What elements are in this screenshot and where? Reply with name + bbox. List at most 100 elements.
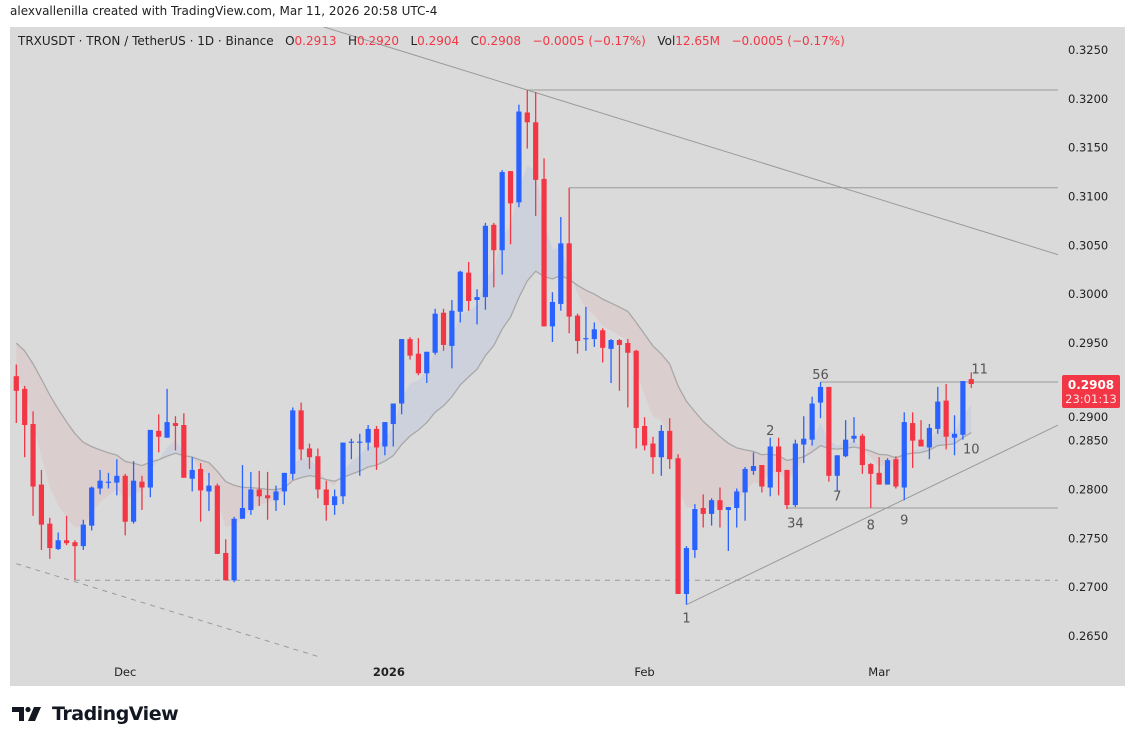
candle-body bbox=[776, 446, 782, 472]
candle bbox=[164, 388, 170, 438]
candle bbox=[474, 289, 480, 325]
chart-pane[interactable] bbox=[10, 27, 1125, 686]
candle bbox=[491, 222, 497, 288]
ma-ribbon-fill bbox=[594, 294, 603, 327]
candle bbox=[147, 429, 153, 498]
ma-ribbon-fill bbox=[694, 411, 704, 510]
candle-body bbox=[340, 442, 346, 497]
price-axis[interactable]: 0.3250 0.3200 0.3150 0.3100 0.3050 0.3000 0.29… bbox=[1068, 43, 1108, 643]
candle bbox=[499, 170, 505, 275]
candle bbox=[357, 433, 363, 476]
candle bbox=[373, 425, 380, 470]
candle-body bbox=[399, 339, 405, 404]
candle-body bbox=[239, 508, 246, 519]
candle-body bbox=[943, 400, 949, 437]
candle-body bbox=[449, 310, 455, 346]
candle bbox=[424, 351, 430, 384]
candle-body bbox=[139, 481, 145, 488]
last-price-badge: 0.2908 23:01:13 bbox=[1062, 375, 1120, 408]
candle-body bbox=[826, 386, 832, 476]
candle bbox=[935, 386, 941, 434]
vol-change-value: −0.0005 (−0.17%) bbox=[731, 34, 845, 48]
ma-ribbon-fill bbox=[359, 446, 369, 472]
ma-ribbon-fill bbox=[410, 380, 419, 437]
candle bbox=[466, 261, 472, 311]
candle bbox=[859, 433, 865, 474]
low-label: L bbox=[410, 34, 418, 48]
candle-body bbox=[641, 425, 648, 446]
candle bbox=[633, 349, 639, 449]
candle-body bbox=[549, 301, 556, 327]
candle-body bbox=[859, 435, 865, 466]
candle-body bbox=[809, 403, 815, 440]
candle bbox=[876, 457, 882, 485]
time-tick-label: Dec bbox=[114, 665, 136, 679]
ma-ribbon-fill bbox=[477, 279, 486, 370]
vol-label: Vol bbox=[657, 34, 676, 48]
candle bbox=[63, 515, 70, 546]
tradingview-logo[interactable]: TradingView bbox=[12, 703, 179, 725]
candle-body bbox=[55, 540, 61, 550]
candles-layer bbox=[13, 90, 974, 605]
candle bbox=[918, 420, 924, 447]
wave-label: 8 bbox=[867, 519, 875, 534]
candle-body bbox=[172, 423, 179, 426]
ma-ribbon-fill bbox=[66, 421, 75, 528]
candle-body bbox=[893, 459, 899, 487]
ma-ribbon-fill bbox=[33, 363, 42, 458]
candle-body bbox=[231, 518, 237, 581]
candle-body bbox=[156, 430, 162, 437]
high-label: H bbox=[348, 34, 358, 48]
candle-body bbox=[633, 350, 639, 428]
ma-ribbon-fill bbox=[384, 426, 394, 462]
wave-label: 2 bbox=[766, 424, 774, 439]
price-tick-label: 0.2700 bbox=[1068, 580, 1108, 594]
candle bbox=[382, 422, 388, 456]
candle-body bbox=[675, 458, 681, 594]
candle-body bbox=[817, 386, 824, 403]
ma-ribbon-fill bbox=[351, 454, 360, 475]
candle bbox=[650, 436, 656, 474]
symbol-title[interactable]: TRXUSDT · TRON / TetherUS · 1D · Binance bbox=[18, 34, 274, 48]
candle-body bbox=[273, 491, 279, 501]
high-value: 0.2920 bbox=[357, 34, 400, 48]
candle bbox=[641, 417, 648, 451]
candle-body bbox=[97, 480, 103, 489]
ma-ribbon-fill bbox=[217, 471, 226, 528]
candle-body bbox=[265, 495, 271, 499]
ma-ribbon-fill bbox=[602, 299, 612, 331]
candle bbox=[926, 424, 932, 460]
candle-body bbox=[725, 507, 731, 510]
time-axis[interactable]: Dec 2026 Feb Mar bbox=[114, 665, 890, 679]
price-tick-label: 0.2900 bbox=[1068, 410, 1108, 424]
candle bbox=[943, 383, 949, 450]
candle bbox=[365, 425, 371, 451]
candle-body bbox=[432, 313, 438, 353]
candle bbox=[851, 417, 857, 443]
wave-label: 10 bbox=[963, 442, 980, 457]
candle-body bbox=[197, 468, 204, 491]
candle bbox=[801, 416, 807, 464]
candle-body bbox=[281, 472, 287, 492]
ma-ribbon-fill bbox=[669, 364, 679, 488]
candle bbox=[968, 372, 974, 388]
candle bbox=[206, 472, 212, 511]
candle-body bbox=[298, 410, 304, 450]
candle-body bbox=[315, 456, 321, 490]
candle bbox=[13, 364, 19, 424]
ma-ribbon-fill bbox=[301, 458, 310, 478]
candle-body bbox=[122, 475, 128, 522]
candle bbox=[566, 187, 572, 334]
candle bbox=[97, 469, 103, 495]
candle-body bbox=[608, 340, 614, 349]
candle-body bbox=[843, 439, 849, 457]
candle-body bbox=[700, 508, 706, 514]
candle bbox=[792, 439, 798, 508]
candle-body bbox=[256, 489, 262, 497]
candle bbox=[516, 104, 522, 208]
price-tick-label: 0.2950 bbox=[1068, 336, 1108, 350]
candle-body bbox=[365, 428, 371, 443]
ma-ribbon-fill bbox=[703, 421, 712, 510]
candle-body bbox=[960, 381, 966, 435]
